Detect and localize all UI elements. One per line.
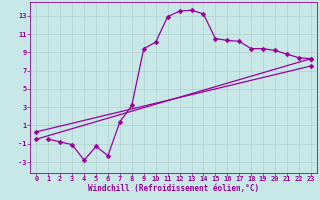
X-axis label: Windchill (Refroidissement éolien,°C): Windchill (Refroidissement éolien,°C) [88,184,259,193]
